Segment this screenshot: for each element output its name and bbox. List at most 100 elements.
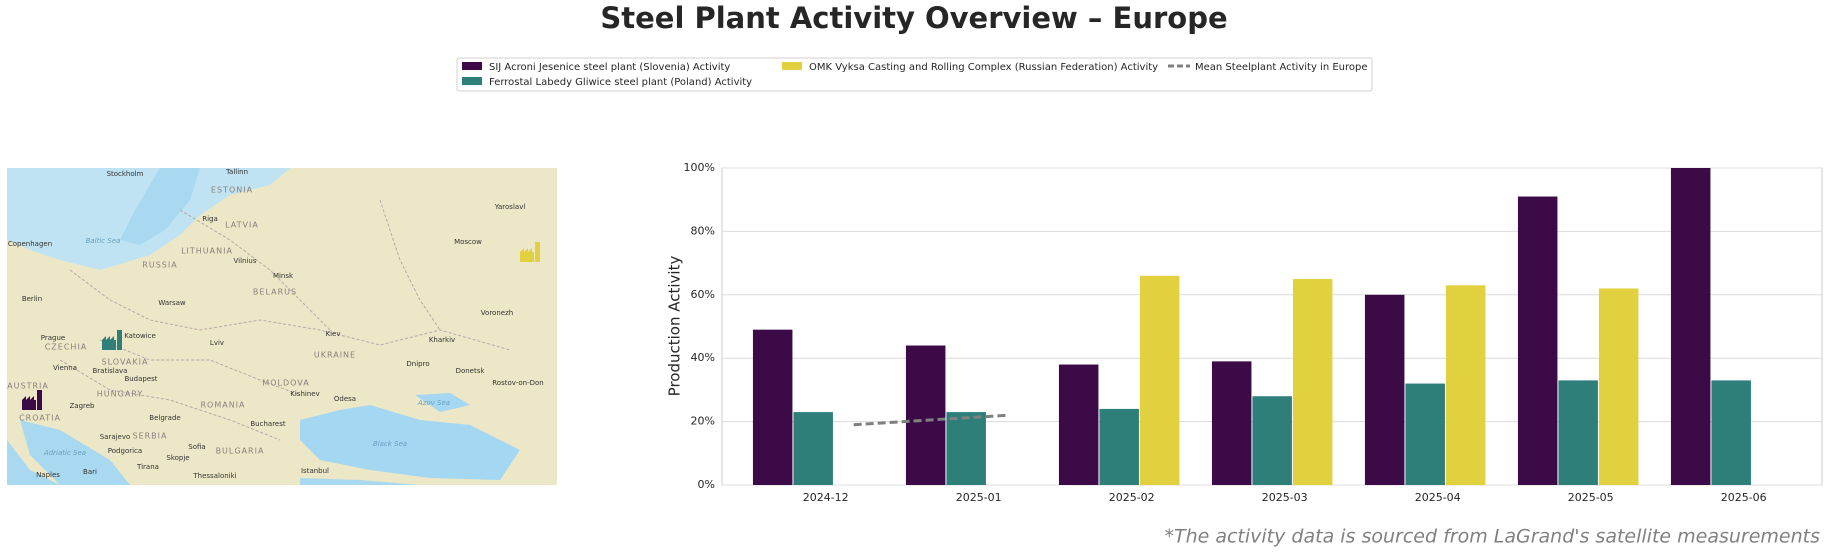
- legend-label: SIJ Acroni Jesenice steel plant (Sloveni…: [489, 62, 730, 73]
- x-tick-label: 2025-06: [1721, 491, 1767, 504]
- y-tick-label: 20%: [691, 415, 715, 428]
- map-label: Warsaw: [158, 299, 186, 307]
- map-label: Berlin: [22, 295, 42, 303]
- map-label: Lviv: [210, 339, 224, 347]
- map-label: HUNGARY: [97, 390, 143, 399]
- footnote: *The activity data is sourced from LaGra…: [1164, 526, 1820, 548]
- map-sea: [7, 440, 60, 485]
- map-label: Katowice: [124, 332, 156, 340]
- map-label: Odesa: [334, 395, 356, 403]
- map-label: Azov Sea: [417, 399, 450, 407]
- bar: [752, 329, 793, 485]
- map-label: Thessaloniki: [192, 472, 236, 480]
- legend-label: Ferrostal Labedy Gliwice steel plant (Po…: [489, 77, 752, 88]
- bar: [1139, 275, 1180, 485]
- map-label: Adriatic Sea: [43, 449, 86, 457]
- map-label: Copenhagen: [8, 240, 52, 248]
- map-label: Istanbul: [301, 467, 329, 475]
- map-label: BULGARIA: [216, 447, 265, 456]
- map-label: Belgrade: [149, 414, 180, 422]
- x-tick-label: 2025-01: [956, 491, 1002, 504]
- bar: [1670, 168, 1711, 485]
- map-label: SLOVAKIA: [102, 358, 149, 367]
- map-label: Kharkiv: [429, 336, 455, 344]
- map-label: Yaroslavl: [494, 203, 526, 211]
- map: Stockholm Tallinn ESTONIA Riga LATVIA Copenha…: [7, 168, 557, 485]
- bar: [1252, 396, 1292, 485]
- legend-box: [456, 57, 1373, 92]
- bar: [1711, 380, 1751, 485]
- map-label: Baltic Sea: [86, 237, 121, 245]
- legend-swatch: [462, 62, 482, 70]
- bar: [1099, 408, 1139, 485]
- bar: [1292, 278, 1333, 485]
- map-label: LITHUANIA: [181, 247, 233, 256]
- bar: [1558, 380, 1598, 485]
- map-label: Stockholm: [107, 170, 144, 178]
- legend-label: Mean Steelplant Activity in Europe: [1195, 62, 1368, 73]
- map-label: Tirana: [136, 463, 159, 471]
- map-border: [59, 199, 511, 441]
- map-label: AUSTRIA: [7, 382, 49, 391]
- map-label: MOLDOVA: [262, 379, 309, 388]
- map-label: ESTONIA: [211, 186, 253, 195]
- plant-icon: [520, 242, 540, 262]
- bar: [1364, 294, 1405, 485]
- map-label: Donetsk: [456, 367, 486, 375]
- map-label: Moscow: [454, 238, 482, 246]
- map-sea: [120, 168, 200, 245]
- map-label: Podgorica: [108, 447, 142, 455]
- map-label: Zagreb: [69, 402, 95, 410]
- x-tick-label: 2024-12: [803, 491, 849, 504]
- bar: [1058, 364, 1099, 485]
- y-tick-label: 100%: [684, 161, 715, 174]
- y-axis-label: Production Activity: [666, 256, 684, 397]
- y-tick-label: 80%: [691, 224, 715, 237]
- y-tick-label: 60%: [691, 288, 715, 301]
- map-label: Kishinev: [290, 390, 319, 398]
- map-label: Prague: [41, 334, 65, 342]
- legend-swatch: [462, 77, 482, 85]
- map-label: Rostov-on-Don: [492, 379, 543, 387]
- map-label: Bari: [83, 468, 97, 476]
- map-label: RUSSIA: [142, 261, 177, 270]
- legend-swatch: [782, 62, 802, 70]
- map-label: Sofia: [188, 443, 205, 451]
- bar: [1517, 196, 1558, 485]
- y-tick-label: 40%: [691, 351, 715, 364]
- map-label: Bratislava: [93, 367, 128, 375]
- map-label: Budapest: [124, 375, 157, 383]
- map-label: Voronezh: [481, 309, 513, 317]
- map-sea: [300, 405, 520, 480]
- map-label: LATVIA: [225, 221, 259, 230]
- map-label: Tallinn: [225, 168, 248, 176]
- map-label: Kiev: [326, 330, 341, 338]
- map-label: Skopje: [166, 454, 189, 462]
- map-label: Dnipro: [406, 360, 429, 368]
- bar: [1211, 361, 1252, 485]
- map-label: CROATIA: [19, 414, 61, 423]
- map-label: Vienna: [53, 364, 77, 372]
- bar: [793, 412, 833, 485]
- map-label: Vilnius: [234, 257, 257, 265]
- map-label: ROMANIA: [200, 401, 245, 410]
- map-sea: [20, 420, 130, 485]
- x-tick-label: 2025-03: [1262, 491, 1308, 504]
- plant-icon: [22, 390, 42, 410]
- bar: [905, 345, 946, 485]
- map-label: Sarajevo: [100, 433, 131, 441]
- map-sea: [415, 393, 470, 412]
- bar: [1598, 288, 1639, 485]
- map-label: Bucharest: [250, 420, 285, 428]
- map-label: Minsk: [273, 272, 294, 280]
- bar: [946, 412, 986, 485]
- map-label: CZECHIA: [45, 343, 88, 352]
- map-label: Naples: [36, 471, 60, 479]
- bar: [1405, 383, 1445, 485]
- x-tick-label: 2025-02: [1109, 491, 1155, 504]
- map-label: BELARUS: [253, 288, 297, 297]
- map-sea: [300, 478, 420, 485]
- plant-icon: [102, 330, 122, 350]
- map-label: SERBIA: [132, 432, 167, 441]
